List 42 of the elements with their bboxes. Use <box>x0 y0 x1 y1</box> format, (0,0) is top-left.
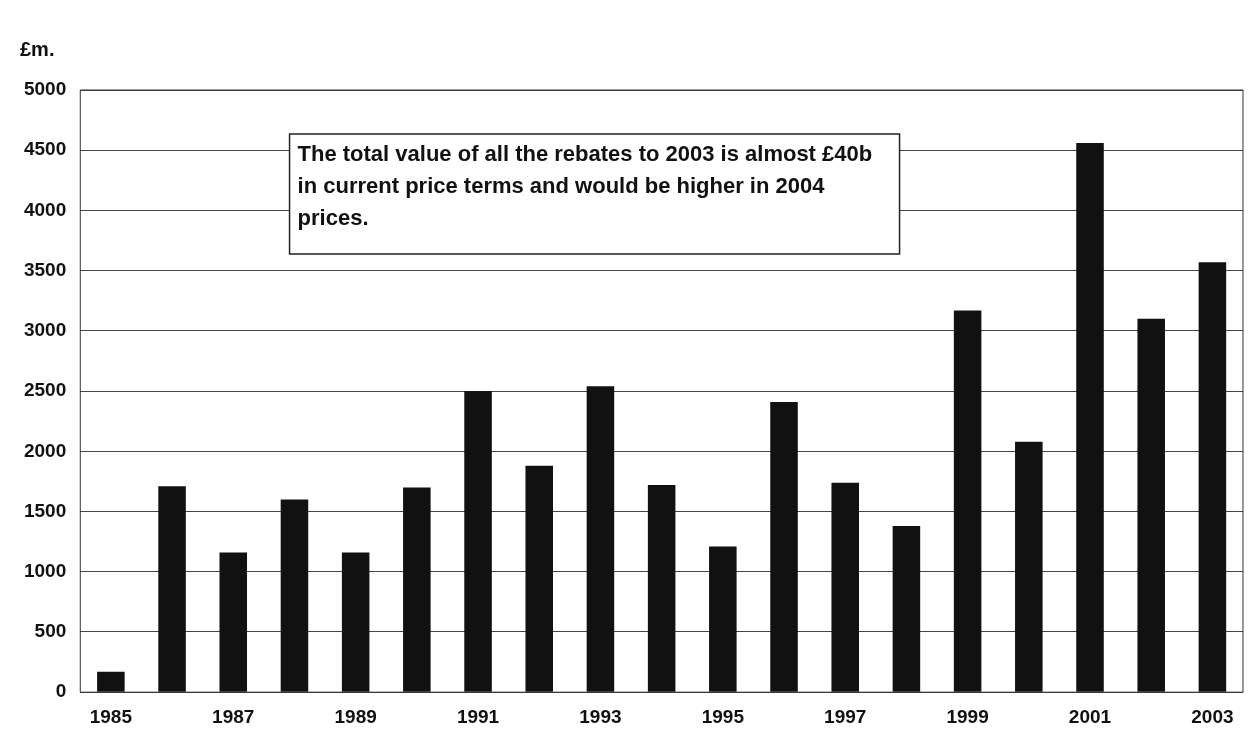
x-tick-label: 1997 <box>824 705 867 727</box>
bar <box>464 391 492 692</box>
bar <box>158 486 186 692</box>
bar <box>1015 441 1043 692</box>
y-tick-label: 5000 <box>23 78 67 100</box>
bar <box>770 401 798 692</box>
bar <box>709 546 737 692</box>
y-tick-label: 4500 <box>23 138 67 160</box>
x-tick-label: 1987 <box>212 705 255 727</box>
bar <box>525 465 554 692</box>
x-tick-label: 1989 <box>334 705 377 727</box>
bar <box>1198 262 1227 692</box>
y-tick-label: 1000 <box>23 559 67 581</box>
bar <box>831 482 859 692</box>
x-tick-label: 1991 <box>456 705 500 727</box>
x-tick-label: 2003 <box>1191 705 1234 727</box>
y-tick-label: 3500 <box>23 258 67 280</box>
bar <box>280 499 309 692</box>
y-axis-title: £m. <box>20 37 55 60</box>
y-tick-label: 3000 <box>23 319 67 341</box>
x-tick-label: 1999 <box>946 705 989 727</box>
y-tick-label: 1500 <box>23 499 67 521</box>
y-tick-label: 2500 <box>23 379 67 401</box>
y-tick-label: 500 <box>34 620 67 642</box>
bar <box>586 386 615 692</box>
x-tick-label: 1985 <box>89 705 133 727</box>
bar <box>892 525 921 692</box>
x-tick-label: 2001 <box>1068 705 1112 727</box>
annotation: The total value of all the rebates to 2003 is almost £40b in current price terms and would be higher in 2004 prices. <box>297 141 873 231</box>
bar <box>1137 318 1165 692</box>
bar <box>219 552 248 692</box>
bar <box>647 485 676 692</box>
x-tick-label: 1993 <box>579 705 622 727</box>
y-tick-label: 4000 <box>23 198 67 220</box>
y-tick-label: 2000 <box>23 439 67 461</box>
x-tick-label: 1995 <box>701 705 745 727</box>
bar <box>97 671 125 692</box>
bar <box>341 552 370 692</box>
y-tick-label: 0 <box>55 680 67 702</box>
bar <box>953 310 982 692</box>
bar <box>403 487 431 692</box>
bar <box>1076 142 1104 692</box>
